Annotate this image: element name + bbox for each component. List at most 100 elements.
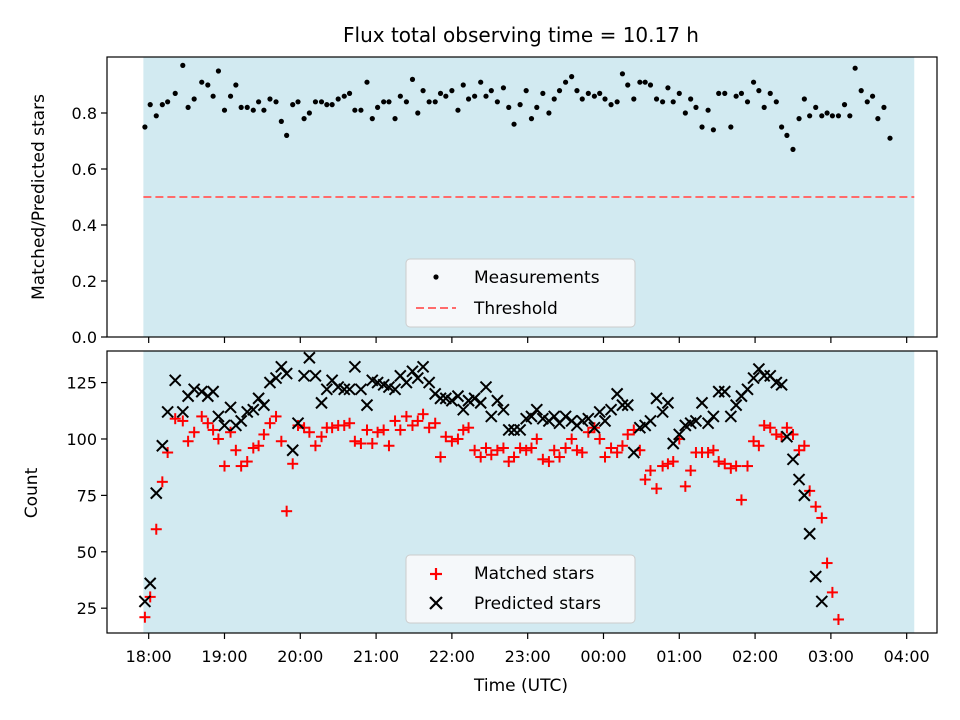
measurement-point (364, 79, 370, 85)
matched-star-point (463, 422, 475, 434)
matched-star-point (560, 442, 572, 454)
top-panel: 0.00.20.40.60.8 Matched/Predicted stars … (29, 56, 938, 347)
measurement-point (819, 113, 825, 119)
matched-star-point (798, 440, 810, 452)
measurement-point (273, 99, 279, 105)
matched-star-point (287, 458, 299, 470)
measurement-point (437, 90, 444, 96)
matched-star-point (826, 586, 838, 598)
predicted-star-point (588, 421, 601, 434)
predicted-star-point (343, 383, 356, 396)
measurement-point (488, 88, 494, 94)
x-tick-label: 23:00 (505, 647, 551, 666)
measurement-point (397, 93, 403, 99)
matched-star-point (611, 447, 623, 459)
measurement-point (210, 93, 216, 99)
measurement-point (887, 135, 893, 141)
predicted-star-point (400, 376, 413, 389)
predicted-star-point (729, 398, 743, 412)
matched-star-point (685, 465, 697, 477)
measurement-point (642, 79, 648, 85)
predicted-star-point (747, 371, 760, 385)
measurement-point (824, 110, 830, 116)
predicted-star-point (673, 428, 686, 441)
chart-title: Flux total observing time = 10.17 h (343, 23, 699, 47)
matched-star-point (657, 460, 669, 472)
predicted-star-point (803, 527, 816, 540)
matched-star-point (247, 442, 259, 454)
x-tick-label: 21:00 (353, 647, 399, 666)
measurement-point (523, 88, 529, 94)
matched-star-point (400, 410, 412, 422)
predicted-star-point (604, 403, 618, 416)
measurement-point (295, 99, 301, 105)
measurement-point (829, 113, 835, 119)
measurement-point (335, 96, 341, 102)
matched-star-point (605, 442, 617, 454)
matched-star-point (816, 512, 828, 524)
matched-star-point (344, 417, 356, 429)
predicted-star-point (451, 389, 465, 403)
predicted-star-point (582, 412, 595, 425)
matched-star-point (225, 426, 237, 438)
x-axis-label: Time (UTC) (473, 676, 568, 696)
measurement-point (306, 110, 312, 116)
measurement-point (460, 82, 466, 88)
measurement-point (324, 102, 330, 108)
measurement-point (426, 99, 432, 105)
predicted-star-point (491, 394, 504, 407)
matched-star-point (156, 476, 168, 488)
measurement-point (180, 62, 186, 68)
predicted-star-point (187, 383, 201, 396)
measurement-point (517, 102, 523, 108)
measurement-point (682, 110, 688, 116)
predicted-star-point (621, 398, 634, 412)
x-tick-label: 20:00 (277, 647, 323, 666)
predicted-star-point (809, 570, 822, 583)
measurement-point (744, 99, 751, 105)
measurement-point (728, 124, 734, 130)
matched-star-point (202, 417, 214, 429)
matched-star-point (383, 440, 395, 452)
measurement-point (153, 113, 159, 119)
predicted-star-point (530, 403, 543, 416)
measurement-point (705, 107, 711, 113)
top-y-tick-label: 0.0 (72, 328, 97, 347)
matched-star-point (169, 413, 181, 425)
matched-star-point (361, 424, 373, 436)
predicted-star-point (286, 444, 299, 457)
bottom-y-ticks: 25 50 75 100 125 (66, 374, 107, 618)
matched-star-point (452, 433, 464, 445)
matched-star-point (810, 501, 822, 513)
measurement-point (244, 104, 250, 110)
matched-star-point (531, 433, 543, 445)
measurement-point (773, 99, 779, 105)
measurement-point (172, 90, 178, 96)
measurement-point (653, 96, 660, 102)
matched-star-point (821, 557, 833, 569)
bottom-y-tick-label: 25 (77, 599, 97, 618)
measurement-point (637, 79, 643, 85)
predicted-star-point (724, 410, 738, 423)
matched-star-point (253, 440, 265, 452)
matched-star-point (241, 456, 253, 468)
measurement-point (478, 79, 484, 85)
measurement-point (301, 116, 307, 122)
predicted-star-point (644, 414, 657, 428)
measurement-point (614, 99, 620, 105)
bottom-y-tick-label: 125 (66, 374, 97, 393)
predicted-star-point (548, 410, 561, 423)
measurement-point (165, 99, 171, 105)
matched-star-point (644, 465, 656, 477)
matched-star-point (258, 428, 270, 440)
matched-star-point (366, 437, 378, 449)
measurement-point (278, 118, 284, 124)
predicted-star-point (406, 365, 419, 378)
predicted-star-point (161, 405, 174, 419)
predicted-star-point (169, 374, 182, 387)
matched-star-point (520, 444, 532, 456)
predicted-star-point (752, 362, 766, 376)
measurement-point (284, 132, 290, 138)
measurement-point (796, 116, 802, 122)
measurement-point (767, 90, 773, 96)
